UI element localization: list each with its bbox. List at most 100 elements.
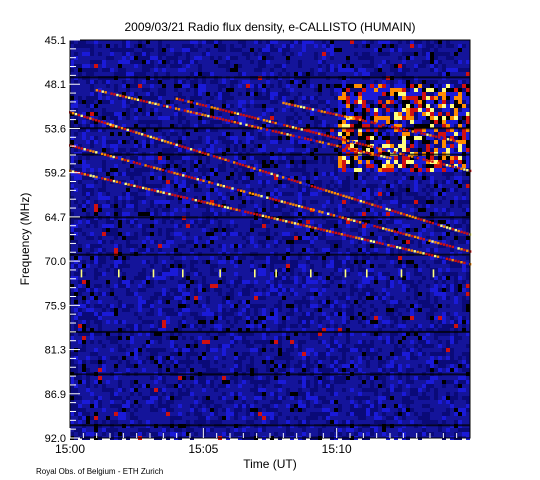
heatmap-cell	[278, 80, 282, 84]
heatmap-cell	[206, 364, 210, 368]
heatmap-cell	[194, 80, 198, 84]
heatmap-cell	[294, 212, 298, 216]
heatmap-cell	[242, 404, 246, 408]
heatmap-cell	[442, 168, 446, 172]
heatmap-cell	[110, 180, 114, 184]
heatmap-cell	[330, 224, 334, 228]
heatmap-cell	[442, 212, 446, 216]
heatmap-cell	[178, 168, 182, 172]
heatmap-cell	[338, 328, 342, 332]
heatmap-cell	[114, 264, 118, 268]
heatmap-cell	[162, 408, 166, 412]
heatmap-cell	[150, 224, 154, 228]
heatmap-cell	[122, 204, 126, 208]
heatmap-cell	[430, 156, 434, 160]
heatmap-cell	[342, 164, 346, 168]
heatmap-cell	[410, 132, 414, 136]
heatmap-cell	[150, 172, 154, 176]
heatmap-cell	[214, 172, 218, 176]
heatmap-cell	[378, 136, 382, 140]
heatmap-cell	[150, 332, 154, 336]
heatmap-cell	[310, 336, 314, 340]
heatmap-cell	[370, 376, 374, 380]
heatmap-cell	[74, 256, 78, 260]
heatmap-cell	[358, 208, 362, 212]
heatmap-cell	[238, 84, 242, 88]
heatmap-cell	[270, 340, 274, 344]
heatmap-cell	[318, 228, 322, 232]
heatmap-cell	[162, 240, 166, 244]
heatmap-cell	[214, 312, 218, 316]
heatmap-cell	[330, 136, 334, 140]
heatmap-cell	[90, 352, 94, 356]
heatmap-cell	[434, 52, 438, 56]
heatmap-cell	[386, 112, 390, 116]
heatmap-cell	[414, 184, 418, 188]
heatmap-cell	[154, 140, 158, 144]
heatmap-cell	[414, 68, 418, 72]
heatmap-cell	[186, 44, 190, 48]
heatmap-cell	[354, 228, 358, 232]
heatmap-cell	[402, 108, 406, 112]
heatmap-cell	[262, 304, 266, 308]
heatmap-cell	[158, 100, 162, 104]
heatmap-cell	[306, 304, 310, 308]
heatmap-cell	[466, 116, 470, 120]
heatmap-cell	[274, 308, 278, 312]
heatmap-cell	[166, 228, 170, 232]
heatmap-cell	[426, 396, 430, 400]
heatmap-cell	[98, 272, 102, 276]
heatmap-cell	[354, 168, 358, 172]
heatmap-cell	[206, 184, 210, 188]
heatmap-cell	[278, 300, 282, 304]
heatmap-cell	[250, 176, 254, 180]
heatmap-cell	[218, 324, 222, 328]
heatmap-cell	[238, 64, 242, 68]
heatmap-cell	[398, 48, 402, 52]
heatmap-cell	[386, 116, 390, 120]
heatmap-cell	[410, 40, 414, 44]
heatmap-cell	[190, 360, 194, 364]
heatmap-cell	[402, 72, 406, 76]
heatmap-cell	[254, 384, 258, 388]
heatmap-cell	[150, 232, 154, 236]
heatmap-cell	[182, 276, 186, 280]
heatmap-cell	[354, 280, 358, 284]
heatmap-cell	[362, 256, 366, 260]
heatmap-cell	[138, 392, 142, 396]
heatmap-cell	[130, 60, 134, 64]
heatmap-cell	[178, 244, 182, 248]
heatmap-cell	[386, 164, 390, 168]
heatmap-cell	[114, 200, 118, 204]
heatmap-cell	[178, 360, 182, 364]
heatmap-cell	[194, 292, 198, 296]
heatmap-cell	[314, 272, 318, 276]
heatmap-cell	[82, 336, 86, 340]
heatmap-cell	[254, 96, 258, 100]
heatmap-cell	[370, 164, 374, 168]
heatmap-cell	[346, 96, 350, 100]
heatmap-cell	[450, 340, 454, 344]
heatmap-cell	[270, 100, 274, 104]
heatmap-cell	[346, 176, 350, 180]
heatmap-cell	[382, 276, 386, 280]
heatmap-cell	[102, 240, 106, 244]
heatmap-cell	[186, 64, 190, 68]
heatmap-cell	[206, 332, 210, 336]
heatmap-cell	[422, 164, 426, 168]
heatmap-cell	[286, 236, 290, 240]
heatmap-cell	[202, 276, 206, 280]
heatmap-cell	[114, 120, 118, 124]
heatmap-cell	[242, 356, 246, 360]
heatmap-cell	[434, 148, 438, 152]
heatmap-cell	[90, 316, 94, 320]
heatmap-cell	[454, 280, 458, 284]
heatmap-cell	[94, 244, 98, 248]
heatmap-cell	[210, 236, 214, 240]
heatmap-cell	[306, 312, 310, 316]
heatmap-cell	[146, 112, 150, 116]
heatmap-cell	[222, 396, 226, 400]
heatmap-cell	[354, 108, 358, 112]
heatmap-cell	[366, 96, 370, 100]
heatmap-cell	[74, 272, 78, 276]
